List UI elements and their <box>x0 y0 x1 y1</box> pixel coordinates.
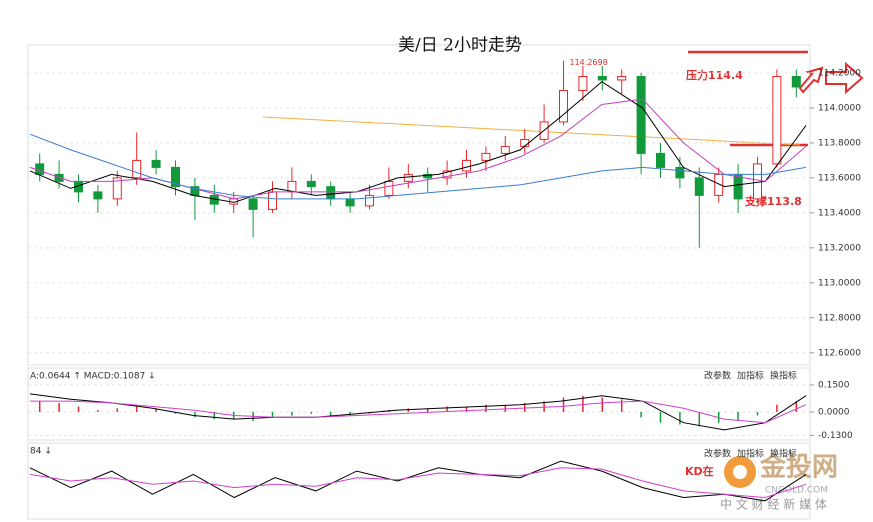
y-tick-label: 0.1500 <box>818 380 850 390</box>
candle-body <box>733 173 743 200</box>
candle-body <box>248 198 258 210</box>
candle-body <box>365 194 374 207</box>
peak-label: 114.2698 <box>570 58 608 67</box>
candle-body <box>151 159 161 168</box>
line <box>29 393 807 431</box>
y-tick-label: 113.6000 <box>818 173 861 183</box>
arrow <box>798 66 824 94</box>
candle-body <box>636 75 646 154</box>
line <box>29 467 807 499</box>
y-tick-label: 113.0000 <box>818 278 861 288</box>
chart-title: 美/日 2小时走势 <box>398 36 522 56</box>
annotation: KD在 <box>685 464 714 478</box>
toolbar-button[interactable]: 加指标 <box>737 370 764 382</box>
line <box>29 133 807 200</box>
watermark-name: 金投网 <box>759 452 838 483</box>
y-tick-label: 112.6000 <box>818 348 861 358</box>
line <box>30 400 807 424</box>
candle-body <box>597 75 607 81</box>
candle-body <box>753 163 762 200</box>
candle-body <box>132 159 142 179</box>
line <box>29 460 807 502</box>
price-panel <box>27 44 811 366</box>
kd-panel <box>27 442 811 520</box>
watermark-slogan: 中 文 财 经 新 媒 体 <box>720 497 827 512</box>
toolbar-button[interactable]: 换指标 <box>770 370 797 382</box>
toolbar-button[interactable]: 换指标 <box>770 448 797 460</box>
candle-body <box>675 166 685 179</box>
y-tick-label: 114.0000 <box>818 103 861 113</box>
candle-body <box>345 198 355 207</box>
candle-body <box>306 180 316 188</box>
line <box>29 81 807 203</box>
candle-body <box>112 177 122 200</box>
y-tick-label: 0.0000 <box>818 407 850 417</box>
candle-body <box>442 170 452 179</box>
annotation: 支撑113.8 <box>744 194 802 208</box>
candle-body <box>617 75 627 81</box>
y-tick-label: 114.2000 <box>818 68 861 78</box>
candle-body <box>35 163 45 175</box>
candle-body <box>656 152 665 168</box>
toolbar-button[interactable]: 改参数 <box>704 448 731 460</box>
y-tick-label: -0.1300 <box>818 431 853 441</box>
indicator-header: A:0.0644 ↑ MACD:0.1087 ↓ <box>30 372 156 382</box>
trend-line <box>262 116 801 146</box>
toolbar-button[interactable]: 加指标 <box>737 448 764 460</box>
candle-body <box>171 166 180 188</box>
macd-panel <box>27 367 811 441</box>
watermark: 金投网 CNGOLD.COM 中 文 财 经 新 媒 体 <box>720 452 838 512</box>
candle-body <box>578 75 588 91</box>
candle-body <box>462 159 471 172</box>
candle-body <box>694 177 704 196</box>
candle-body <box>93 191 103 200</box>
candle-body <box>384 180 394 196</box>
toolbar-button[interactable]: 改参数 <box>704 370 731 382</box>
candle-body <box>772 75 782 165</box>
y-tick-label: 113.2000 <box>818 243 861 253</box>
candle-body <box>481 152 491 161</box>
candle-body <box>326 186 336 200</box>
candle-body <box>268 191 277 210</box>
candle-body <box>500 145 510 154</box>
y-tick-label: 112.8000 <box>818 313 861 323</box>
candle-body <box>791 75 801 88</box>
y-tick-label: 113.4000 <box>818 208 861 218</box>
y-tick-label: 113.8000 <box>818 138 861 148</box>
logo <box>733 465 747 479</box>
candle-body <box>520 138 530 147</box>
indicator-header: 84 ↓ <box>30 447 52 457</box>
arrow <box>825 61 864 95</box>
annotation: 压力114.4 <box>686 68 743 82</box>
candle-body <box>559 89 568 123</box>
candle-body <box>403 173 413 182</box>
watermark-site: CNGOLD.COM <box>765 486 828 496</box>
